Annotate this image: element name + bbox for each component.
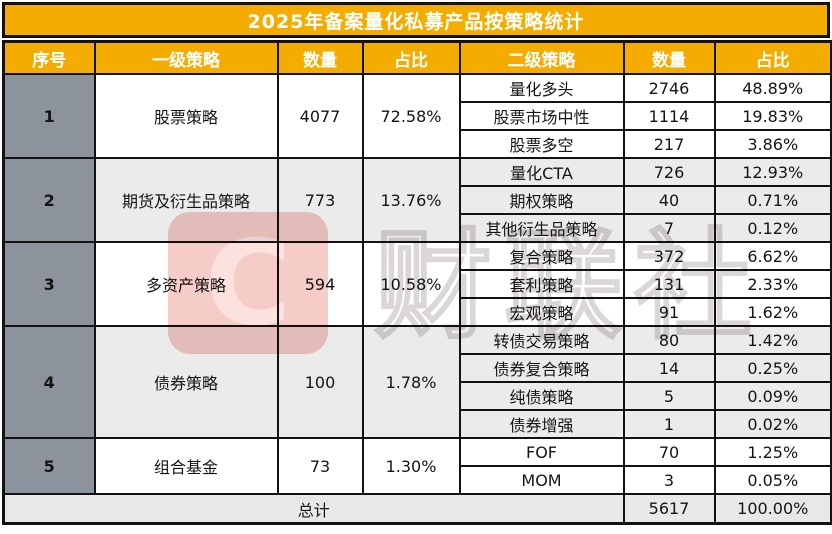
secondary-strategy-cell: 其他衍生品策略: [458, 213, 625, 243]
secondary-count-cell: 217: [622, 129, 716, 159]
table-row: 债券复合策略 14 0.25%: [4, 353, 832, 383]
table-row: 股票市场中性 1114 19.83%: [4, 101, 832, 131]
primary-count-cell: 100: [276, 325, 364, 439]
secondary-count-cell: 726: [622, 157, 716, 187]
col-header-count-2: 数量: [622, 40, 716, 75]
primary-strategy-cell: 股票策略: [93, 73, 279, 159]
secondary-strategy-cell: 纯债策略: [458, 381, 625, 411]
primary-share-cell: 1.30%: [361, 437, 461, 495]
primary-share-cell: 13.76%: [361, 157, 461, 243]
table-row: 股票多空 217 3.86%: [4, 129, 832, 159]
primary-share-cell: 1.78%: [361, 325, 461, 439]
col-header-share-2: 占比: [713, 40, 832, 75]
col-header-primary-strategy: 一级策略: [93, 40, 279, 75]
total-count-cell: 5617: [622, 493, 716, 525]
secondary-count-cell: 7: [622, 213, 716, 243]
table-body: 1 股票策略 4077 72.58% 量化多头 2746 48.89% 股票市场中性 1114 1…: [2, 73, 832, 525]
total-row: 总计 5617 100.00%: [2, 493, 832, 525]
secondary-share-cell: 0.25%: [713, 353, 832, 383]
seq-cell: 5: [2, 437, 96, 495]
seq-cell: 4: [2, 325, 96, 439]
secondary-count-cell: 40: [622, 185, 716, 215]
secondary-share-cell: 1.25%: [713, 437, 832, 467]
secondary-strategy-cell: 量化多头: [458, 73, 625, 103]
secondary-strategy-cell: 量化CTA: [458, 157, 625, 187]
primary-count-cell: 4077: [276, 73, 364, 159]
header-row: 序号 一级策略 数量 占比 二级策略 数量 占比: [2, 40, 832, 75]
total-label-cell: 总计: [2, 493, 625, 525]
table-row: 3 多资产策略 594 10.58% 复合策略 372 6.62%: [2, 241, 832, 327]
secondary-share-cell: 3.86%: [713, 129, 832, 159]
col-header-secondary-strategy: 二级策略: [458, 40, 625, 75]
table-row: 纯债策略 5 0.09%: [4, 381, 832, 411]
primary-count-cell: 773: [276, 157, 364, 243]
table-row: 1 股票策略 4077 72.58% 量化多头 2746 48.89%: [2, 73, 832, 159]
table-row: 债券增强 1 0.02%: [4, 409, 832, 439]
secondary-share-cell: 48.89%: [713, 73, 832, 103]
secondary-count-cell: 70: [622, 437, 716, 467]
title-bar: 2025年备案量化私募产品按策略统计: [2, 2, 830, 38]
secondary-share-cell: 12.93%: [713, 157, 832, 187]
table-row: 4 债券策略 100 1.78% 转债交易策略 80 1.42%: [2, 325, 832, 439]
table-row: 套利策略 131 2.33%: [4, 269, 832, 299]
secondary-strategy-cell: 股票市场中性: [458, 101, 625, 131]
secondary-strategy-cell: 期权策略: [458, 185, 625, 215]
secondary-share-cell: 6.62%: [713, 241, 832, 271]
secondary-count-cell: 91: [622, 297, 716, 327]
secondary-count-cell: 3: [622, 465, 716, 495]
secondary-share-cell: 19.83%: [713, 101, 832, 131]
primary-share-cell: 72.58%: [361, 73, 461, 159]
primary-strategy-cell: 多资产策略: [93, 241, 279, 327]
table-row: 宏观策略 91 1.62%: [4, 297, 832, 327]
secondary-strategy-cell: FOF: [458, 437, 625, 467]
secondary-strategy-cell: 债券增强: [458, 409, 625, 439]
secondary-strategy-cell: 债券复合策略: [458, 353, 625, 383]
secondary-strategy-cell: 套利策略: [458, 269, 625, 299]
secondary-count-cell: 14: [622, 353, 716, 383]
strategy-table: 序号 一级策略 数量 占比 二级策略 数量 占比 1 股票策略 4077 72.58%…: [2, 40, 832, 525]
secondary-strategy-cell: MOM: [458, 465, 625, 495]
secondary-count-cell: 1: [622, 409, 716, 439]
secondary-strategy-cell: 复合策略: [458, 241, 625, 271]
secondary-share-cell: 0.09%: [713, 381, 832, 411]
col-header-count-1: 数量: [276, 40, 364, 75]
secondary-share-cell: 0.05%: [713, 465, 832, 495]
primary-count-cell: 73: [276, 437, 364, 495]
primary-strategy-cell: 期货及衍生品策略: [93, 157, 279, 243]
primary-strategy-cell: 债券策略: [93, 325, 279, 439]
seq-cell: 1: [2, 73, 96, 159]
secondary-share-cell: 0.12%: [713, 213, 832, 243]
col-header-share-1: 占比: [361, 40, 461, 75]
primary-strategy-cell: 组合基金: [93, 437, 279, 495]
secondary-count-cell: 5: [622, 381, 716, 411]
total-share-cell: 100.00%: [713, 493, 832, 525]
page-title: 2025年备案量化私募产品按策略统计: [247, 10, 585, 33]
table-row: 其他衍生品策略 7 0.12%: [4, 213, 832, 243]
secondary-share-cell: 2.33%: [713, 269, 832, 299]
secondary-strategy-cell: 股票多空: [458, 129, 625, 159]
secondary-share-cell: 1.42%: [713, 325, 832, 355]
secondary-share-cell: 0.71%: [713, 185, 832, 215]
table-row: 5 组合基金 73 1.30% FOF 70 1.25%: [2, 437, 832, 495]
table-row: MOM 3 0.05%: [4, 465, 832, 495]
secondary-count-cell: 2746: [622, 73, 716, 103]
secondary-count-cell: 1114: [622, 101, 716, 131]
secondary-strategy-cell: 宏观策略: [458, 297, 625, 327]
secondary-count-cell: 372: [622, 241, 716, 271]
secondary-strategy-cell: 转债交易策略: [458, 325, 625, 355]
seq-cell: 3: [2, 241, 96, 327]
col-header-seq: 序号: [2, 40, 96, 75]
secondary-count-cell: 131: [622, 269, 716, 299]
secondary-count-cell: 80: [622, 325, 716, 355]
seq-cell: 2: [2, 157, 96, 243]
table-row: 期权策略 40 0.71%: [4, 185, 832, 215]
primary-count-cell: 594: [276, 241, 364, 327]
table-row: 2 期货及衍生品策略 773 13.76% 量化CTA 726 12.93%: [2, 157, 832, 243]
primary-share-cell: 10.58%: [361, 241, 461, 327]
secondary-share-cell: 0.02%: [713, 409, 832, 439]
secondary-share-cell: 1.62%: [713, 297, 832, 327]
